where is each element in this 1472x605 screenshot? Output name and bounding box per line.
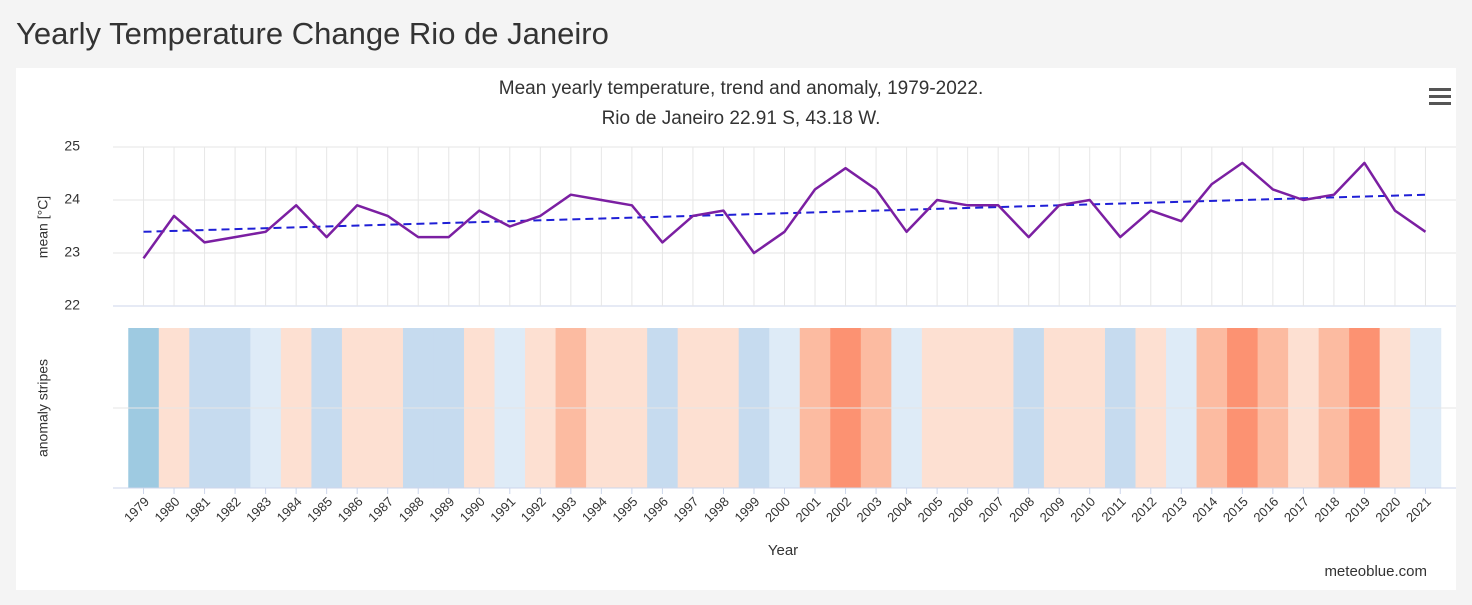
y-tick-label: 24 <box>64 191 80 207</box>
chart-title: Mean yearly temperature, trend and anoma… <box>499 78 983 99</box>
mean-line <box>142 161 1427 260</box>
page-title: Yearly Temperature Change Rio de Janeiro <box>16 16 609 51</box>
credit: meteoblue.com <box>1324 563 1427 580</box>
stripes-label: anomaly stripes <box>35 359 51 457</box>
chart-subtitle: Rio de Janeiro 22.91 S, 43.18 W. <box>602 108 881 129</box>
trend-line <box>143 193 1426 233</box>
y-tick-label: 23 <box>64 244 80 260</box>
menu-icon[interactable] <box>1429 88 1451 105</box>
y-axis-label: mean [°C] <box>35 196 51 258</box>
y-tick-label: 22 <box>64 297 80 313</box>
y-tick-label: 25 <box>64 138 80 154</box>
x-axis-label: Year <box>768 542 798 559</box>
